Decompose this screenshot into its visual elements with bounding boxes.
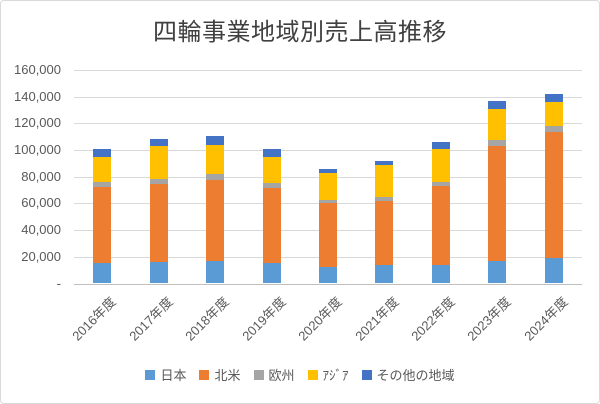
x-tick-label: 2021年度 [351,293,402,344]
legend-item-other-regions: その他の地域 [361,365,455,384]
bar-segment-europe [544,126,563,133]
bar-segment-other-regions [544,94,563,103]
bar-segment-other-regions [93,149,112,157]
bar-segment-europe [149,178,168,185]
legend-swatch-icon [199,369,210,380]
bar-segment-north-america [319,203,337,267]
x-tick-label: 2016年度 [69,293,119,344]
bar-segment-europe [375,197,394,202]
bar-segment-asia [431,148,450,183]
legend-label: 日本 [160,368,187,383]
gridline [74,150,582,152]
bar-segment-japan [544,258,563,284]
bar-segment-japan [319,266,337,284]
x-axis-line [74,283,582,285]
bar-segment-asia [149,146,168,179]
bar-segment-europe [488,140,507,147]
y-tick-label: 80,000 [21,168,61,184]
bar-segment-europe [319,200,337,204]
bar-segment-japan [488,261,507,284]
y-tick-label: 20,000 [21,249,61,265]
legend-label: その他の地域 [376,368,455,383]
x-tick-label: 2019年度 [238,293,289,344]
legend-label: 北米 [214,368,241,383]
bar-segment-north-america [206,180,225,262]
y-tick-label: 100,000 [14,142,61,158]
x-tick-label: 2020年度 [295,293,345,344]
bar-segment-japan [93,262,112,284]
bar-segment-north-america [149,184,168,263]
bar-segment-europe [206,174,225,181]
bar-segment-north-america [262,188,281,263]
bar-segment-japan [206,261,225,284]
legend-item-europe: 欧州 [253,365,295,384]
gridline [74,96,582,98]
gridline [74,123,582,125]
legend-swatch-icon [307,369,318,380]
y-tick-label: 160,000 [14,62,61,78]
bar-segment-asia [544,102,563,127]
y-tick-label: - [56,275,61,291]
bar-segment-japan [431,264,450,284]
bar-segment-other-regions [149,138,168,147]
bar-segment-other-regions [488,101,507,110]
bar-segment-asia [488,109,507,141]
bar-segment-asia [262,156,281,184]
legend-swatch-icon [253,369,264,380]
legend-swatch-icon [145,369,156,380]
y-tick-label: 40,000 [21,222,61,238]
bar-segment-north-america [93,187,112,263]
y-tick-label: 120,000 [14,115,61,131]
x-tick-label: 2023年度 [464,293,515,344]
bar-segment-other-regions [319,168,337,174]
legend-item-japan: 日本 [145,365,186,384]
bar-segment-japan [262,262,281,284]
y-tick-label: 140,000 [14,88,61,104]
x-tick-label: 2017年度 [125,293,176,344]
y-tick-label: 60,000 [21,195,61,211]
x-tick-label: 2022年度 [408,293,458,344]
legend-item-asia: ｱｼﾞｱ [307,365,349,384]
bar-segment-asia [93,156,112,183]
legend-swatch-icon [361,369,372,380]
bar-segment-europe [93,182,112,188]
legend-label: ｱｼﾞｱ [322,368,349,383]
bar-segment-japan [375,265,394,284]
bar-segment-europe [262,183,281,189]
bar-segment-asia [375,165,394,198]
gridline [74,70,582,71]
bar-segment-north-america [375,201,394,266]
bar-segment-other-regions [262,149,281,157]
bar-segment-other-regions [206,136,225,145]
x-tick-label: 2024年度 [521,293,571,344]
x-tick-label: 2018年度 [182,293,232,344]
legend-label: 欧州 [268,368,295,383]
bar-segment-japan [149,262,168,284]
legend: 日本 北米 欧州 ｱｼﾞｱ その他の地域 [1,365,599,384]
bar-segment-other-regions [375,160,394,166]
bar-segment-asia [206,144,225,175]
bar-segment-asia [319,173,337,201]
bar-segment-north-america [488,146,507,262]
legend-item-north-america: 北米 [199,365,241,384]
bar-segment-other-regions [431,142,450,149]
chart-title: 四輪事業地域別売上高推移 [153,19,447,46]
bar-segment-north-america [544,132,563,259]
bar-segment-europe [431,182,450,187]
bar-segment-north-america [431,186,450,265]
